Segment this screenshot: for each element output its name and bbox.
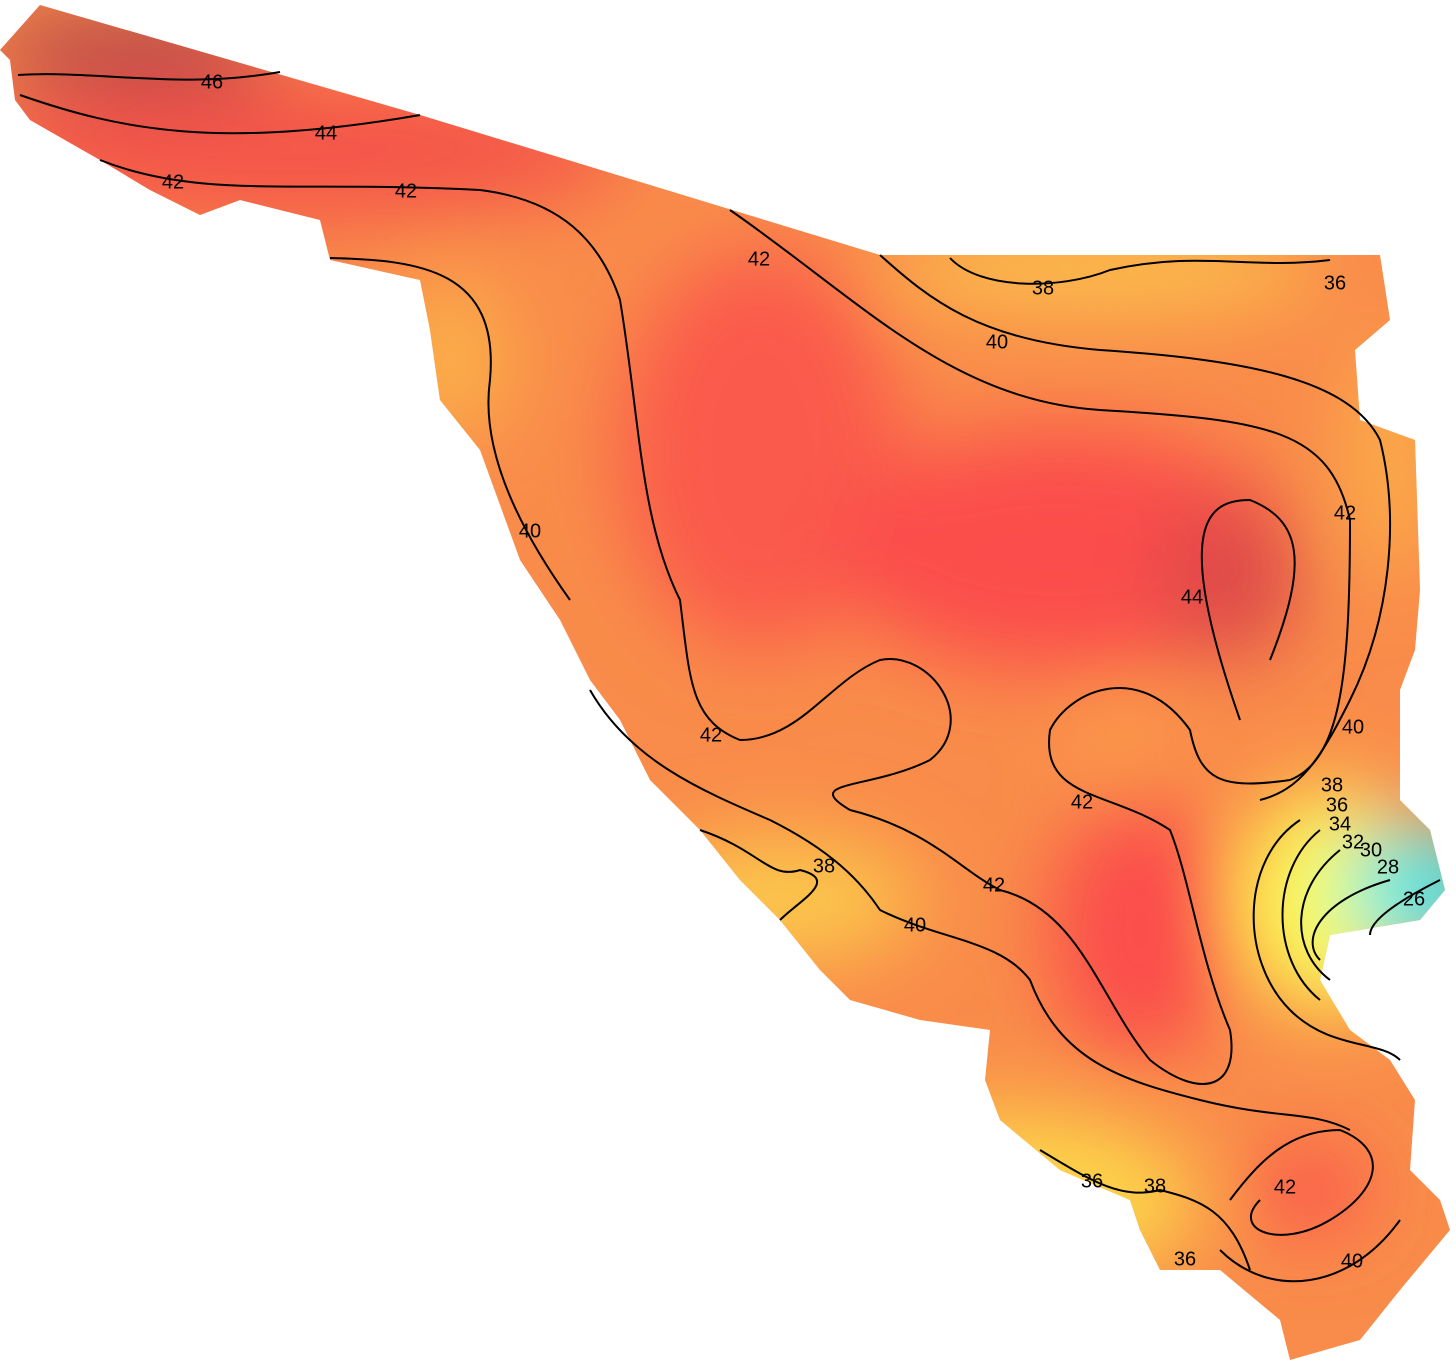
contour-label: 36 (1326, 794, 1348, 816)
contour-label: 36 (1081, 1170, 1103, 1192)
contour-labels: 46 44 42 42 42 38 40 36 40 42 44 42 42 4… (162, 71, 1425, 1272)
contour-label: 44 (315, 122, 337, 144)
contour-label: 40 (904, 914, 926, 936)
contour-label: 42 (395, 180, 417, 202)
contour-label: 38 (813, 855, 835, 877)
contour-label: 42 (1071, 791, 1093, 813)
contour-label: 42 (162, 171, 184, 193)
contour-label: 38 (1032, 277, 1054, 299)
contour-label: 32 (1342, 831, 1364, 853)
contour-label: 26 (1403, 888, 1425, 910)
contour-label: 36 (1174, 1248, 1196, 1270)
contour-label: 42 (748, 248, 770, 270)
contour-label: 46 (201, 71, 223, 93)
contour-label: 42 (1274, 1176, 1296, 1198)
contour-label: 34 (1329, 813, 1351, 835)
contour-label: 38 (1144, 1175, 1166, 1197)
contour-label: 42 (983, 874, 1005, 896)
contour-label: 40 (1341, 1250, 1363, 1272)
contour-label: 28 (1377, 856, 1399, 878)
contour-label: 36 (1324, 272, 1346, 294)
contour-lines (17, 71, 1441, 1283)
contour-label: 40 (519, 520, 541, 542)
contour-label: 30 (1360, 839, 1382, 861)
contour-label: 44 (1181, 586, 1203, 608)
contour-label: 42 (1334, 502, 1356, 524)
contour-label: 40 (986, 331, 1008, 353)
contour-label: 40 (1342, 716, 1364, 738)
contour-label: 42 (700, 724, 722, 746)
contour-label: 38 (1321, 774, 1343, 796)
